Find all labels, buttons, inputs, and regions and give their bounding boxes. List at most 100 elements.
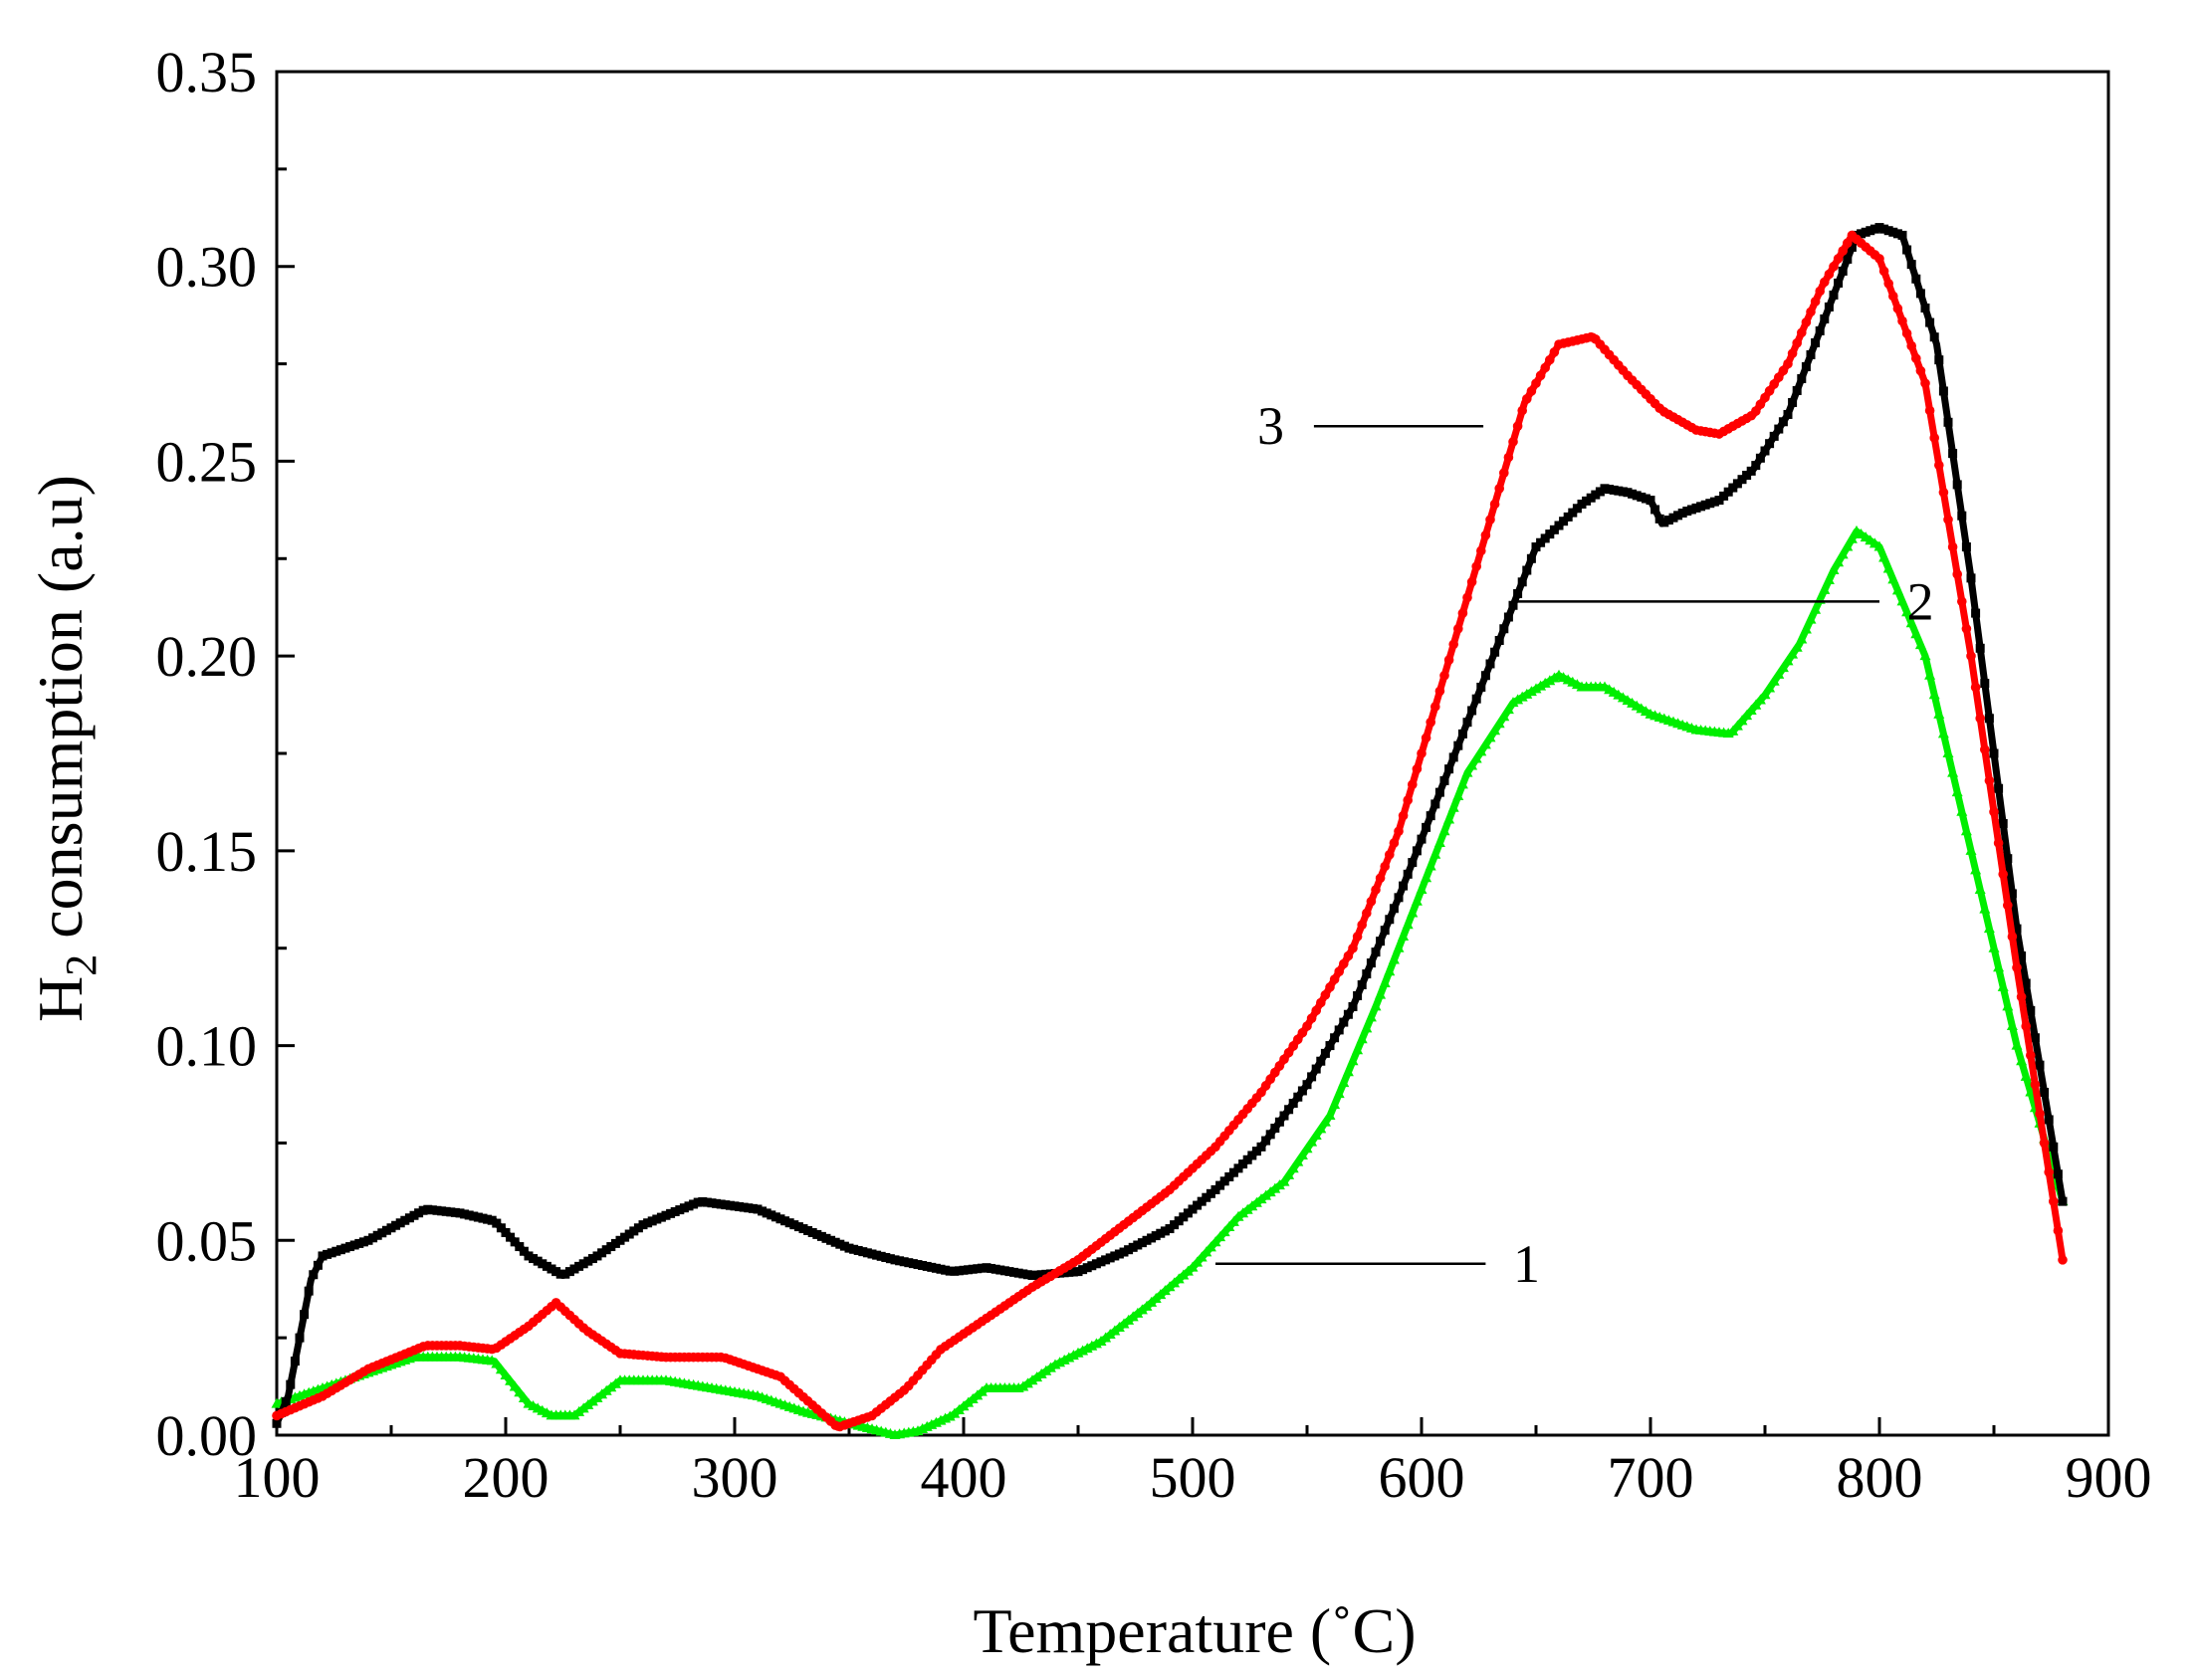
series-2-point xyxy=(1554,521,1564,530)
series-3-point xyxy=(1961,623,1972,634)
series-2-point xyxy=(1792,385,1802,395)
series-3-point xyxy=(1343,950,1354,961)
series-2-point xyxy=(793,1222,803,1232)
series-3-point xyxy=(2053,1225,2064,1236)
series-2-point xyxy=(1869,224,1879,234)
series-2-point xyxy=(300,1310,310,1320)
series-2-point xyxy=(1591,490,1601,500)
series-2-point xyxy=(954,1266,964,1276)
series-2-point xyxy=(922,1261,932,1271)
series-3-point xyxy=(1448,639,1458,650)
series-2-point xyxy=(1366,958,1376,968)
series-3-point xyxy=(1348,943,1358,953)
series-2-point xyxy=(1934,355,1944,365)
series-2-point xyxy=(712,1198,722,1208)
series-3-point xyxy=(1820,277,1830,288)
series-2-point xyxy=(987,1263,996,1273)
series-2-point xyxy=(1307,1072,1317,1082)
series-1-point xyxy=(1896,595,1908,606)
series-2-point xyxy=(1073,1267,1083,1277)
series-1-point xyxy=(1933,708,1945,719)
series-2-point xyxy=(1293,1092,1303,1102)
series-1-point xyxy=(1937,728,1949,738)
series-2-point xyxy=(1723,487,1733,497)
series-2-point xyxy=(1686,505,1696,515)
series-2-point xyxy=(830,1237,840,1247)
series-2-point xyxy=(386,1223,396,1233)
series-2-point xyxy=(973,1264,983,1274)
y-tick-label: 0.35 xyxy=(156,40,258,105)
series-1-point xyxy=(1329,1099,1341,1110)
series-2-point xyxy=(427,1205,437,1215)
series-1-point xyxy=(1745,704,1757,715)
series-2-point xyxy=(529,1254,539,1264)
series-2-point xyxy=(450,1207,460,1217)
series-1-point xyxy=(1310,1129,1322,1140)
series-1-point xyxy=(1209,1236,1221,1247)
series-2-point xyxy=(643,1218,653,1228)
x-axis-ticks: 100 200 300 400 500 600 700 800 900 xyxy=(234,1417,2152,1510)
series-1-point xyxy=(1901,606,1913,617)
series-2-point xyxy=(506,1232,516,1242)
y-tick-label: 0.10 xyxy=(156,1014,258,1079)
series-2-point xyxy=(1499,624,1509,634)
series-2-point xyxy=(381,1225,391,1235)
series-2-point xyxy=(1032,1270,1042,1280)
series-3-point xyxy=(1311,1005,1321,1016)
series-2-point xyxy=(762,1208,771,1218)
series-2-point xyxy=(473,1212,483,1222)
series-1-point xyxy=(1882,562,1894,573)
series-2-point xyxy=(853,1245,863,1255)
series-2-point xyxy=(615,1235,625,1245)
series-2-point xyxy=(1984,714,1994,724)
series-2-point xyxy=(1114,1249,1124,1259)
series-2-point xyxy=(1399,881,1409,891)
series-3-point xyxy=(1485,515,1495,525)
series-2-point xyxy=(999,1266,1009,1276)
series-2-point xyxy=(844,1243,854,1253)
series-2-point xyxy=(574,1261,584,1271)
series-2-point xyxy=(721,1200,731,1210)
series-2-point xyxy=(335,1245,345,1255)
series-2-point xyxy=(744,1203,754,1213)
series-2-point xyxy=(1586,493,1596,503)
series-2-point xyxy=(1811,337,1821,347)
series-2-point xyxy=(1105,1253,1115,1263)
series-2-point xyxy=(1632,491,1642,501)
series-2-point xyxy=(803,1226,813,1235)
series-2-point xyxy=(2030,1033,2040,1043)
series-1-point xyxy=(2002,1000,2014,1011)
series-2-point xyxy=(1320,1048,1330,1058)
series-2-point xyxy=(1224,1171,1234,1181)
series-3-point xyxy=(1357,920,1367,931)
series-2-point xyxy=(1160,1226,1170,1236)
series-2-point xyxy=(1147,1233,1157,1243)
series-1-point xyxy=(1988,942,2000,952)
series-1-point xyxy=(1479,738,1491,749)
series-1-point xyxy=(1787,648,1799,659)
series-2-point xyxy=(1302,1080,1312,1090)
series-2-point xyxy=(460,1209,470,1219)
series-2-point xyxy=(629,1226,639,1236)
series-2-point xyxy=(968,1264,978,1274)
series-2-point xyxy=(780,1216,790,1226)
series-2-point xyxy=(862,1248,872,1258)
series-3-point xyxy=(1316,997,1326,1008)
plot-border xyxy=(275,70,2110,1437)
series-3-point xyxy=(1421,733,1431,743)
series-2-point xyxy=(1471,694,1481,704)
series-2-point xyxy=(1746,466,1756,476)
series-1-point xyxy=(1947,766,1959,777)
series-2-point xyxy=(1503,612,1513,622)
series-2-point xyxy=(698,1196,708,1206)
series-2-point xyxy=(826,1235,836,1245)
series-2-point xyxy=(309,1270,319,1280)
series-1-point xyxy=(1035,1367,1047,1378)
series-3-point xyxy=(1984,775,1995,786)
series-2-point xyxy=(1284,1105,1294,1115)
series-2-point xyxy=(1339,1017,1349,1027)
series-1-point xyxy=(1338,1077,1350,1088)
series-1-point xyxy=(1548,672,1560,683)
series-3-point xyxy=(1339,958,1349,969)
series-2-point xyxy=(1755,453,1765,463)
